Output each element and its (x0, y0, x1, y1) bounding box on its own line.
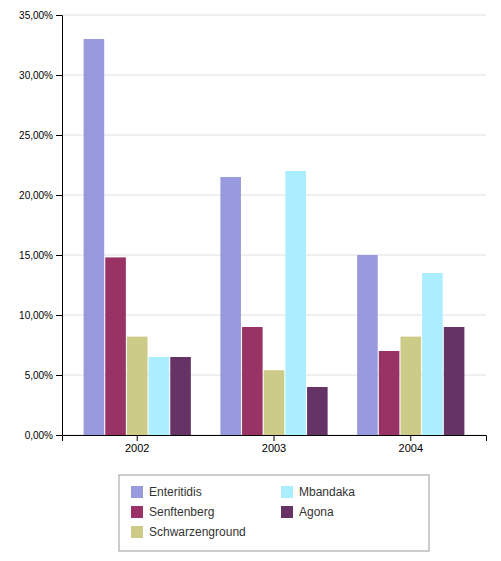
y-tick-mark (56, 195, 62, 196)
legend-item: Enteritidis (131, 485, 202, 499)
x-tick: 2002 (125, 435, 149, 454)
y-tick-mark (56, 315, 62, 316)
bar (105, 257, 126, 435)
y-tick-mark (56, 375, 62, 376)
y-tick-mark (56, 255, 62, 256)
chart: 0,00% 5,00% 10,00% 15,00% 20,00% 25,00% 30,00%… (0, 0, 501, 561)
legend-swatch (131, 486, 143, 498)
y-tick-label: 25,00% (19, 130, 53, 141)
x-axis: 2002 2003 2004 (63, 435, 487, 454)
x-tick-mark (137, 435, 138, 441)
legend-swatch (131, 526, 143, 538)
x-tick-label: 2002 (125, 442, 149, 454)
legend-label: Senftenberg (149, 505, 214, 519)
grid-line (62, 255, 486, 256)
legend-swatch (281, 486, 293, 498)
y-tick: 20,00% (19, 190, 62, 201)
plot-area: 0,00% 5,00% 10,00% 15,00% 20,00% 25,00% 30,00%… (19, 10, 486, 454)
y-tick-label: 0,00% (25, 430, 53, 441)
y-axis: 0,00% 5,00% 10,00% 15,00% 20,00% 25,00% 30,00%… (19, 10, 62, 441)
y-tick: 35,00% (19, 10, 62, 21)
grid-line (62, 75, 486, 76)
bar (220, 177, 241, 435)
grid-line (62, 15, 486, 16)
y-tick-mark (56, 435, 62, 436)
y-tick: 15,00% (19, 250, 62, 261)
y-tick: 5,00% (25, 370, 62, 381)
y-tick-mark (56, 75, 62, 76)
y-tick-label: 10,00% (19, 310, 53, 321)
bar (149, 357, 170, 435)
bar-series (84, 39, 378, 435)
y-tick: 0,00% (25, 430, 62, 441)
bar (422, 273, 443, 435)
bar (379, 351, 400, 435)
legend-label: Schwarzenground (149, 525, 246, 539)
y-tick-label: 20,00% (19, 190, 53, 201)
bars (84, 39, 465, 435)
y-tick-label: 5,00% (25, 370, 53, 381)
legend-label: Agona (299, 505, 334, 519)
bar (307, 387, 328, 435)
x-tick-mark (274, 435, 275, 441)
bar (264, 370, 285, 435)
legend-frame (119, 475, 429, 551)
x-tick-mark (410, 435, 411, 441)
legend-item: Schwarzenground (131, 525, 246, 539)
bar (84, 39, 105, 435)
bar-series (149, 171, 443, 435)
grid-line (62, 135, 486, 136)
legend-swatch (131, 506, 143, 518)
legend-item: Agona (281, 505, 334, 519)
x-tick-label: 2003 (262, 442, 286, 454)
legend-label: Enteritidis (149, 485, 202, 499)
grid (62, 15, 486, 435)
y-tick-label: 30,00% (19, 70, 53, 81)
y-tick: 30,00% (19, 70, 62, 81)
y-tick-mark (56, 135, 62, 136)
legend-item: Mbandaka (281, 485, 355, 499)
x-tick: 2004 (399, 435, 423, 454)
bar (357, 255, 378, 435)
y-tick-label: 15,00% (19, 250, 53, 261)
x-tick-label: 2004 (399, 442, 423, 454)
y-axis-line (56, 16, 63, 436)
bar (170, 357, 191, 435)
y-tick-label: 35,00% (19, 10, 53, 21)
bar (400, 337, 421, 435)
bar (127, 337, 148, 435)
legend-label: Mbandaka (299, 485, 355, 499)
x-axis-line (63, 436, 487, 442)
legend-swatch (281, 506, 293, 518)
bar (242, 327, 263, 435)
y-tick: 10,00% (19, 310, 62, 321)
bar-series (127, 337, 421, 435)
bar-series (170, 327, 464, 435)
bar (285, 171, 306, 435)
x-tick: 2003 (262, 435, 286, 454)
legend: Enteritidis Senftenberg Schwarzenground Mba… (119, 475, 429, 551)
y-tick: 25,00% (19, 130, 62, 141)
grid-line (62, 195, 486, 196)
y-tick-mark (56, 15, 62, 16)
bar (444, 327, 465, 435)
legend-item: Senftenberg (131, 505, 214, 519)
bar-series (105, 257, 399, 435)
